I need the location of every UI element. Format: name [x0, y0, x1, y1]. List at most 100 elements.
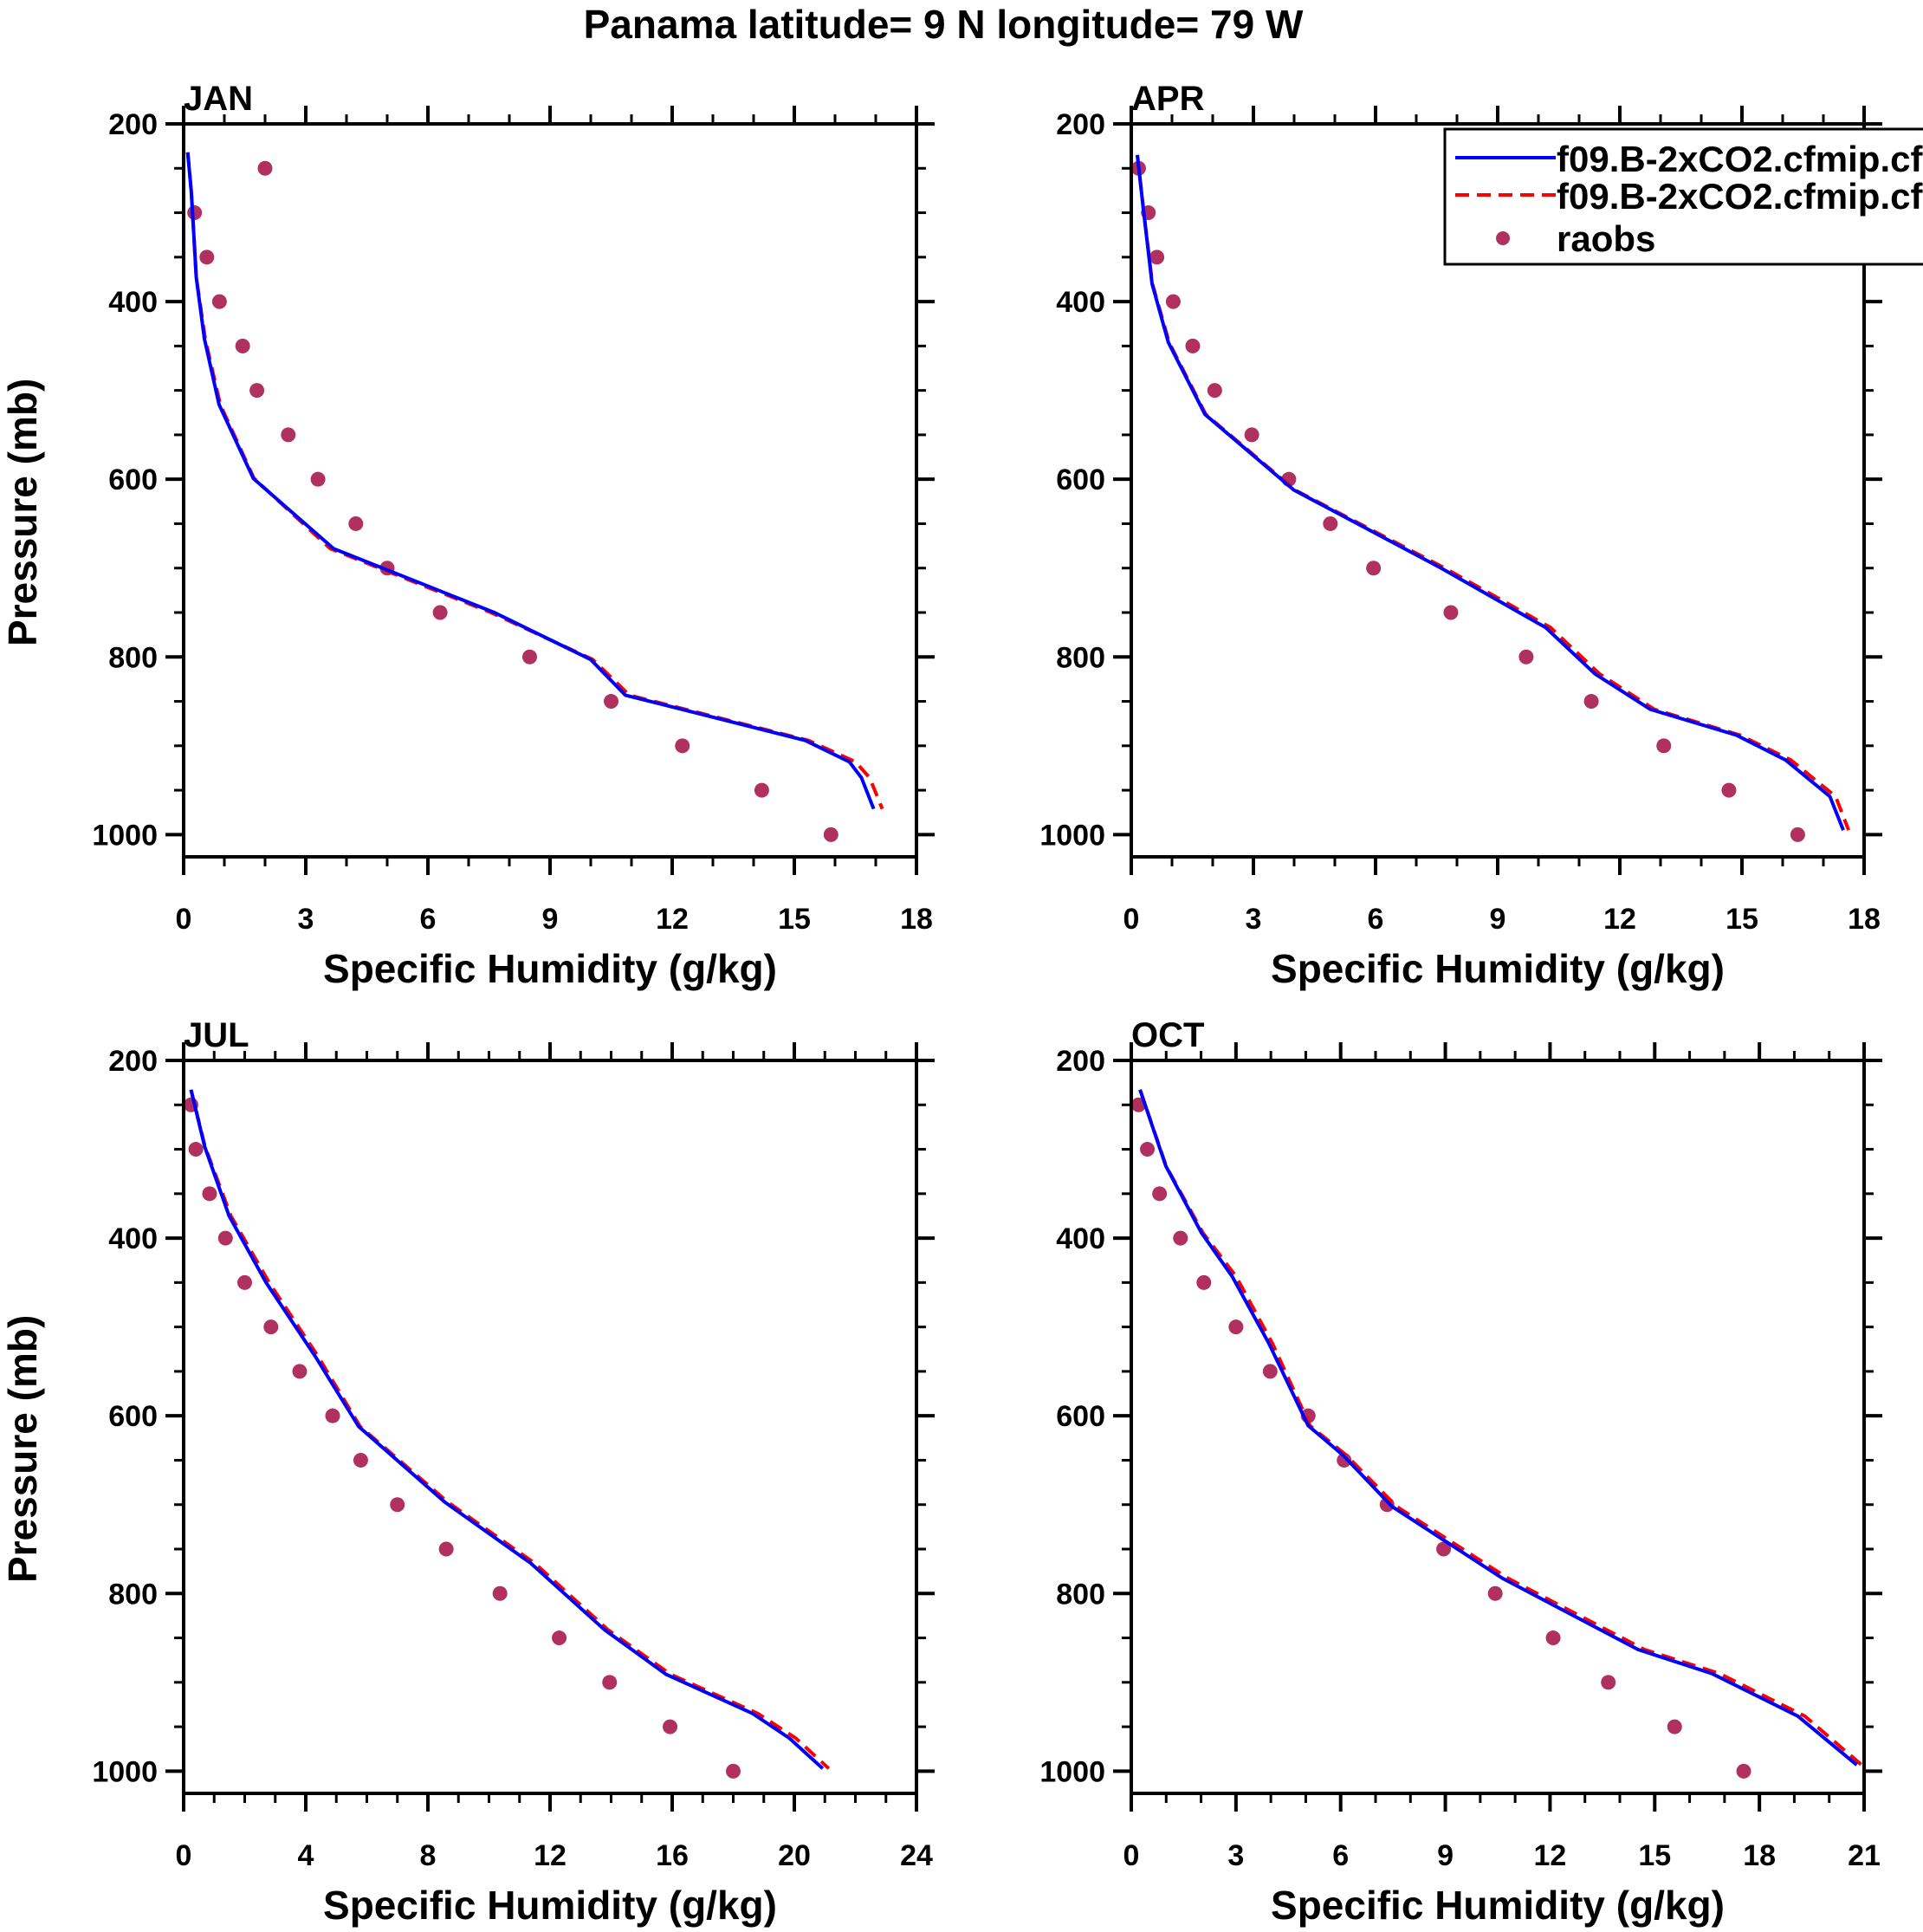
y-tick-label: 200 [1056, 108, 1105, 141]
x-tick-label: 15 [778, 903, 811, 936]
plot-area [185, 152, 884, 842]
x-tick-label: 12 [534, 1839, 567, 1872]
raobs-point [257, 160, 273, 176]
panel-title: APR [1131, 80, 1205, 118]
panel-title: JUL [184, 1016, 249, 1054]
raobs-point [1790, 827, 1805, 842]
x-tick-label: 4 [298, 1839, 314, 1872]
x-tick-label: 0 [1123, 903, 1140, 936]
raobs-point [1149, 250, 1165, 265]
y-tick-label: 200 [108, 108, 158, 141]
raobs-point [1487, 1585, 1503, 1601]
y-tick-label: 600 [108, 464, 158, 496]
raobs-point [1518, 649, 1534, 665]
raobs-point [432, 605, 448, 620]
x-tick-label: 12 [1603, 903, 1636, 936]
series-line-model-b [1138, 1089, 1863, 1767]
y-tick-label: 400 [108, 1222, 158, 1255]
x-axis-label: Specific Humidity (g/kg) [1271, 1883, 1725, 1928]
y-tick-label: 1000 [92, 819, 158, 852]
raobs-point [663, 1719, 678, 1734]
y-tick-label: 400 [108, 286, 158, 319]
panel-jul: JUL 0 4 8 12 16 20 24 200 400 600 800 1000 Specific H… [0, 1016, 935, 1928]
raobs-point [263, 1319, 279, 1335]
x-tick-label: 21 [1848, 1839, 1881, 1872]
y-tick-label: 800 [108, 641, 158, 674]
raobs-point [1601, 1675, 1616, 1690]
raobs-point [1545, 1631, 1561, 1646]
raobs-point [211, 294, 227, 309]
series-line-model-a [185, 152, 876, 810]
panel-oct: OCT 0 3 6 9 12 15 18 21 200 400 600 800 1000 Specific … [1039, 1016, 1882, 1928]
x-tick-label: 16 [656, 1839, 689, 1872]
y-tick-label: 400 [1056, 1222, 1105, 1255]
y-tick-label: 1000 [1039, 819, 1105, 852]
x-tick-label: 3 [1246, 903, 1262, 936]
y-tick-label: 200 [108, 1045, 158, 1078]
x-tick-label: 6 [1368, 903, 1384, 936]
raobs-point [754, 782, 769, 798]
raobs-point [492, 1585, 508, 1601]
raobs-point [390, 1497, 405, 1513]
y-tick-label: 200 [1056, 1045, 1105, 1078]
raobs-point [1721, 782, 1737, 798]
raobs-point [199, 250, 215, 265]
raobs-point [1366, 561, 1382, 576]
y-tick-label: 600 [108, 1400, 158, 1433]
raobs-point [235, 338, 250, 353]
x-tick-label: 0 [176, 903, 192, 936]
raobs-point [1337, 1452, 1352, 1468]
y-tick-label: 1000 [1039, 1755, 1105, 1788]
x-tick-label: 6 [1332, 1839, 1349, 1872]
raobs-point [1207, 383, 1222, 399]
panel-jan: JAN 0 3 6 9 12 15 18 200 400 600 800 1000 Specific Hu… [0, 80, 935, 991]
y-axis-label: Pressure (mb) [0, 379, 45, 646]
plot-frame [1130, 1059, 1866, 1795]
x-tick-label: 9 [1490, 903, 1506, 936]
raobs-point [348, 515, 364, 531]
raobs-point [249, 383, 265, 399]
x-tick-label: 24 [900, 1839, 933, 1872]
raobs-point [325, 1408, 340, 1423]
series-line-model-a [1138, 1089, 1858, 1767]
figure-title: Panama latitude= 9 N longitude= 79 W [584, 2, 1304, 47]
raobs-point [1436, 1541, 1452, 1557]
x-axis-label: Specific Humidity (g/kg) [1271, 946, 1725, 991]
panel-apr: APR 0 3 6 9 12 15 18 200 400 600 800 1000 Specific Hu… [1039, 80, 1882, 991]
raobs-point [187, 205, 203, 221]
raobs-point [353, 1452, 368, 1468]
raobs-point [1656, 738, 1672, 754]
x-tick-label: 18 [900, 903, 933, 936]
y-tick-label: 800 [1056, 641, 1105, 674]
legend-marker-raobs [1496, 231, 1510, 245]
raobs-point [1165, 294, 1181, 309]
legend-label-model-b: f09.B-2xCO2.cfmip.cf [1557, 176, 1923, 217]
raobs-point [237, 1274, 252, 1290]
raobs-point [823, 827, 838, 842]
raobs-point [281, 427, 296, 443]
series-line-model-b [185, 152, 884, 810]
x-axis-label: Specific Humidity (g/kg) [323, 946, 777, 991]
x-tick-label: 20 [778, 1839, 811, 1872]
raobs-point [1323, 515, 1338, 531]
raobs-point [1173, 1230, 1188, 1246]
raobs-point [1140, 1142, 1156, 1157]
x-tick-label: 3 [298, 903, 314, 936]
raobs-point [1736, 1763, 1751, 1779]
x-tick-label: 0 [1123, 1839, 1140, 1872]
raobs-point [202, 1186, 217, 1202]
x-tick-label: 15 [1726, 903, 1758, 936]
raobs-point [1583, 694, 1599, 710]
plot-frame [182, 1059, 918, 1795]
y-axis-label: Pressure (mb) [0, 1315, 45, 1583]
legend-label-raobs: raobs [1557, 218, 1655, 259]
y-tick-label: 800 [108, 1578, 158, 1611]
raobs-point [675, 738, 690, 754]
x-tick-label: 12 [1534, 1839, 1567, 1872]
raobs-point [310, 471, 326, 487]
plot-frame [182, 122, 918, 859]
y-tick-label: 800 [1056, 1578, 1105, 1611]
raobs-point [604, 694, 618, 710]
